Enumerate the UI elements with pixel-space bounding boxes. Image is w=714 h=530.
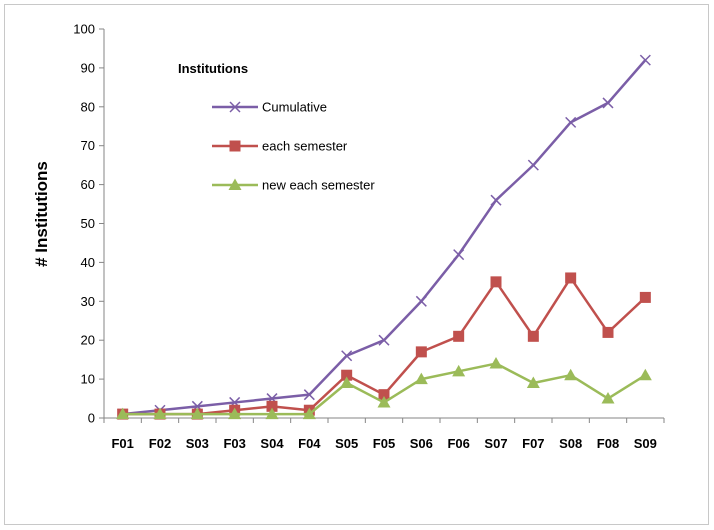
series-new-each-semester	[116, 357, 652, 420]
data-point	[601, 392, 615, 404]
x-tick-label: F03	[223, 436, 245, 451]
data-point	[340, 376, 354, 388]
data-point	[565, 272, 577, 284]
data-point	[415, 295, 427, 307]
chart-frame	[4, 4, 709, 525]
x-tick-label: S04	[260, 436, 284, 451]
data-point	[489, 357, 503, 369]
legend-title: Institutions	[178, 61, 248, 76]
data-point	[377, 395, 391, 408]
data-point	[228, 407, 242, 420]
y-tick-label: 100	[73, 22, 95, 37]
y-tick-label: 10	[81, 372, 95, 387]
data-point	[638, 368, 652, 381]
data-point	[527, 159, 539, 171]
data-point	[490, 276, 502, 288]
data-point	[602, 97, 614, 109]
legend-label: new each semester	[262, 178, 375, 193]
data-point	[453, 330, 465, 342]
axes	[99, 28, 665, 423]
y-tick-label: 50	[81, 216, 95, 231]
x-tick-label: F02	[149, 436, 171, 451]
data-point	[341, 350, 353, 362]
data-point	[526, 376, 540, 388]
x-tick-label: S07	[484, 436, 507, 451]
legend-label: Cumulative	[262, 100, 327, 115]
y-tick-label: 60	[81, 177, 95, 192]
data-point	[639, 54, 651, 66]
data-point	[639, 291, 651, 303]
x-tick-labels: F01 F02 S03 F03 S04 F04 S05 F05 S06 F06 S07 F07 S08 F…	[111, 436, 656, 451]
data-point	[302, 407, 316, 420]
x-tick-label: F08	[597, 436, 619, 451]
x-tick-label: S03	[186, 436, 209, 451]
y-tick-label: 0	[88, 411, 95, 426]
data-point	[378, 334, 390, 346]
data-point	[153, 407, 167, 420]
x-tick-label: S09	[634, 436, 657, 451]
y-tick-labels: 0 10 20 30 40 50 60 70 80 90 100	[73, 22, 95, 426]
x-tick-label: S08	[559, 436, 582, 451]
legend-item-cumulative: Cumulative	[212, 100, 327, 115]
x-tick-label: F01	[111, 436, 133, 451]
legend-marker	[228, 178, 242, 190]
data-point	[415, 346, 427, 358]
series-cumulative	[117, 54, 651, 420]
y-axis-title: # Institutions	[32, 161, 51, 267]
x-tick-label: S05	[335, 436, 358, 451]
data-point	[452, 364, 466, 377]
x-tick-label: F07	[522, 436, 544, 451]
data-point	[414, 372, 428, 385]
x-tick-label: S06	[410, 436, 433, 451]
y-tick-label: 30	[81, 294, 95, 309]
y-tick-label: 40	[81, 255, 95, 270]
x-tick-label: F04	[298, 436, 321, 451]
y-tick-label: 70	[81, 138, 95, 153]
y-tick-label: 20	[81, 333, 95, 348]
legend: Institutions Cumulative each semester new …	[178, 61, 375, 193]
data-point	[190, 407, 204, 420]
series-group	[116, 54, 652, 420]
data-point	[266, 400, 278, 412]
series-line	[122, 59, 647, 416]
data-point	[453, 249, 465, 261]
data-point	[378, 389, 390, 401]
data-point	[116, 407, 130, 420]
y-tick-label: 90	[81, 60, 95, 75]
data-point	[341, 369, 353, 381]
legend-marker	[229, 140, 241, 152]
x-tick-label: F05	[373, 436, 395, 451]
data-point	[565, 116, 577, 128]
legend-label: each semester	[262, 139, 348, 154]
data-point	[602, 326, 614, 338]
data-point	[265, 407, 279, 420]
legend-item-each-semester: each semester	[212, 139, 348, 154]
data-point	[564, 368, 578, 381]
x-tick-label: F06	[447, 436, 469, 451]
y-tick-label: 80	[81, 99, 95, 114]
data-point	[303, 389, 315, 401]
legend-marker	[229, 101, 241, 113]
legend-item-new-each-semester: new each semester	[212, 178, 375, 193]
data-point	[490, 194, 502, 206]
data-point	[527, 330, 539, 342]
